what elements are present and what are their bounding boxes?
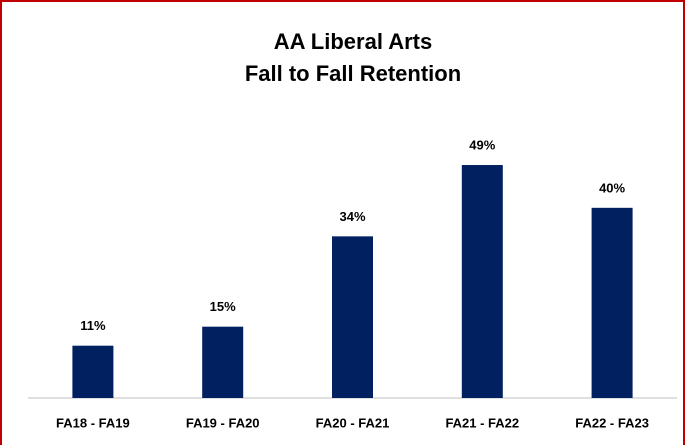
x-tick-label: FA22 - FA23 <box>575 415 649 430</box>
value-label: 49% <box>469 137 495 152</box>
x-tick-label: FA21 - FA22 <box>445 415 519 430</box>
chart-title: AA Liberal Arts <box>274 29 433 54</box>
value-label: 34% <box>339 209 365 224</box>
bar <box>332 236 373 398</box>
bar <box>72 345 114 398</box>
x-tick-label: FA18 - FA19 <box>56 415 130 430</box>
bar <box>202 326 244 398</box>
value-label: 15% <box>210 299 236 314</box>
x-tick-label: FA19 - FA20 <box>186 415 260 430</box>
x-tick-label: FA20 - FA21 <box>316 415 390 430</box>
chart-title: Fall to Fall Retention <box>245 61 461 86</box>
value-label: 40% <box>599 180 625 195</box>
bar <box>591 207 633 398</box>
value-label: 11% <box>80 318 106 333</box>
bar <box>461 165 503 398</box>
